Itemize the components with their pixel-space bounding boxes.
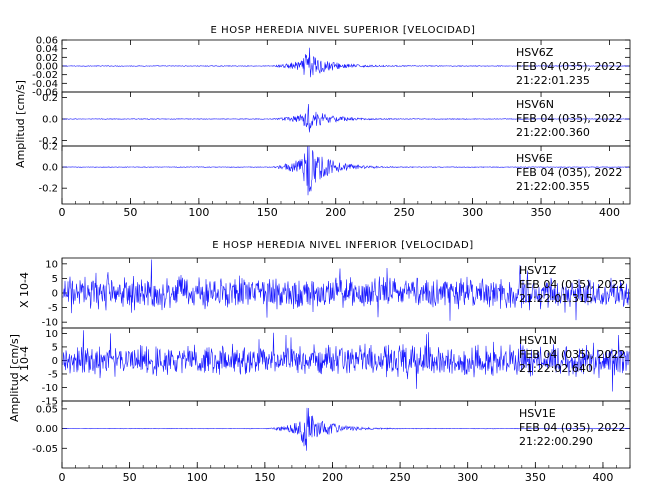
y-tick-label: -0.2 — [38, 184, 58, 195]
x-tick-label: 100 — [188, 206, 209, 219]
time-label: 21:22:01.235 — [516, 74, 590, 87]
station-name: HSV1 — [519, 407, 549, 420]
station-name: HSV1 — [519, 334, 549, 347]
time-label: 21:22:00.290 — [519, 435, 593, 448]
x-tick-label: 400 — [599, 206, 620, 219]
station-name: HSV1 — [519, 264, 549, 277]
station-label: HSV6E — [516, 152, 553, 165]
x-tick-label: 0 — [59, 206, 66, 219]
y-multiplier-label: X 10-4 — [18, 272, 31, 308]
date-label: FEB 04 (035), 2022 — [516, 112, 622, 125]
waveform-trace — [62, 47, 629, 78]
x-tick-label: 300 — [462, 206, 483, 219]
station-label: HSV1N — [519, 334, 557, 347]
component-name: E — [546, 152, 553, 165]
x-tick-label: 150 — [254, 471, 275, 484]
x-tick-label: 100 — [187, 471, 208, 484]
time-label: 21:22:00.355 — [516, 180, 590, 193]
time-label: 21:22:02.640 — [519, 362, 593, 375]
station-label: HSV6N — [516, 98, 554, 111]
x-tick-label: 200 — [325, 206, 346, 219]
station-label: HSV1Z — [519, 264, 557, 277]
x-tick-label: 0 — [59, 471, 66, 484]
y-tick-label: 0.05 — [36, 404, 58, 415]
y-tick-label: 0.02 — [36, 53, 58, 64]
y-tick-label: -0.06 — [32, 88, 58, 99]
x-tick-label: 350 — [525, 471, 546, 484]
x-tick-label: 250 — [390, 471, 411, 484]
date-label: FEB 04 (035), 2022 — [516, 60, 622, 73]
y-tick-label: -0.02 — [32, 70, 58, 81]
y-tick-label: 0.00 — [36, 62, 58, 73]
y-tick-label: 0.2 — [42, 93, 58, 104]
station-name: HSV6 — [516, 98, 546, 111]
y-tick-label: 0.0 — [42, 163, 58, 174]
y-tick-label: 0.2 — [42, 142, 58, 153]
station-name: HSV6 — [516, 152, 546, 165]
y-tick-label: 0.04 — [36, 44, 58, 55]
x-tick-label: 50 — [123, 471, 137, 484]
chart-title-inferior: E HOSP HEREDIA NIVEL INFERIOR [VELOCIDAD… — [212, 240, 474, 251]
y-tick-label: -10 — [42, 383, 58, 394]
y-tick-label: 5 — [52, 274, 58, 285]
y-tick-label: -5 — [48, 369, 58, 380]
waveform-trace — [62, 145, 630, 196]
time-label: 21:22:00.360 — [516, 126, 590, 139]
y-tick-label: -5 — [48, 303, 58, 314]
waveform-trace — [62, 330, 630, 392]
y-axis-label-inferior: Amplitud [cm/s] — [8, 334, 21, 422]
y-tick-label: 10 — [45, 259, 58, 270]
x-tick-label: 300 — [457, 471, 478, 484]
y-tick-label: 0 — [52, 356, 58, 367]
y-tick-label: 0.0 — [42, 115, 58, 126]
y-tick-label: 0.06 — [36, 36, 58, 47]
time-label: 21:22:01.315 — [519, 292, 593, 305]
component-name: Z — [546, 46, 554, 59]
date-label: FEB 04 (035), 2022 — [519, 348, 625, 361]
date-label: FEB 04 (035), 2022 — [519, 278, 625, 291]
y-tick-label: 10 — [45, 329, 58, 340]
chart-title-superior: E HOSP HEREDIA NIVEL SUPERIOR [VELOCIDAD… — [210, 25, 475, 36]
x-tick-label: 50 — [123, 206, 137, 219]
waveform-trace — [62, 103, 630, 133]
y-tick-label: -0.2 — [38, 136, 58, 147]
waveform-trace — [62, 259, 630, 321]
y-multiplier-label: X 10-4 — [18, 346, 31, 382]
component-name: N — [549, 334, 557, 347]
component-name: E — [549, 407, 556, 420]
y-tick-label: 0 — [52, 289, 58, 300]
y-tick-label: -10 — [42, 318, 58, 329]
y-tick-label: -0.05 — [32, 444, 58, 455]
y-tick-label: -15 — [42, 397, 58, 408]
x-tick-label: 200 — [322, 471, 343, 484]
panel-hsv6-z: 0.060.040.020.00-0.02-0.04-0.06 HSV6ZFEB … — [32, 36, 631, 99]
station-label: HSV6Z — [516, 46, 554, 59]
station-name: HSV6 — [516, 46, 546, 59]
component-name: N — [546, 98, 554, 111]
chart-nivel-superior: E HOSP HEREDIA NIVEL SUPERIOR [VELOCIDAD… — [14, 25, 631, 219]
y-axis-label-superior: Amplitud [cm/s] — [14, 80, 27, 168]
x-tick-label: 400 — [592, 471, 613, 484]
panel-frame — [61, 145, 631, 205]
y-tick-label: 0.00 — [36, 424, 58, 435]
waveform-trace — [62, 407, 629, 451]
chart-nivel-inferior: E HOSP HEREDIA NIVEL INFERIOR [VELOCIDAD… — [8, 240, 631, 484]
date-label: FEB 04 (035), 2022 — [519, 421, 625, 434]
component-name: Z — [549, 264, 557, 277]
date-label: FEB 04 (035), 2022 — [516, 166, 622, 179]
x-tick-label: 150 — [257, 206, 278, 219]
y-tick-label: 5 — [52, 342, 58, 353]
x-tick-label: 350 — [531, 206, 552, 219]
x-tick-label: 250 — [394, 206, 415, 219]
y-tick-label: -0.04 — [32, 79, 58, 90]
station-label: HSV1E — [519, 407, 556, 420]
